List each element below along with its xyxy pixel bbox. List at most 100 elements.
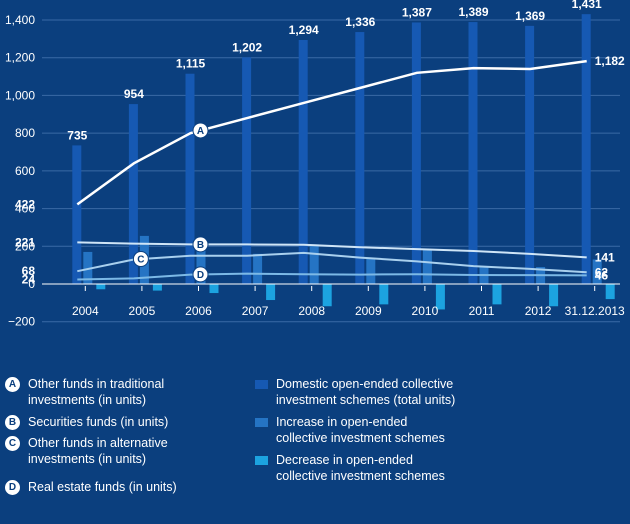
series-end-label: 1,182	[595, 54, 625, 68]
legend-item-a: A Other funds in traditional investments…	[5, 376, 164, 408]
bar-total-label: 954	[124, 87, 144, 101]
x-tick-label: 2004	[72, 304, 99, 318]
legend-label-c: Other funds in alternative investments (…	[28, 436, 168, 466]
bar-total-label: 1,202	[232, 40, 262, 54]
bar-total	[72, 145, 82, 284]
series-end-label: 62	[595, 265, 609, 279]
legend-label-b: Securities funds (in units)	[28, 415, 169, 429]
series-marker-circle	[192, 236, 209, 253]
legend-item-decrease: Decrease in open-ended collective invest…	[255, 452, 445, 484]
x-tick-label: 2010	[412, 304, 439, 318]
bar-total	[525, 25, 535, 285]
series-line	[76, 59, 587, 206]
bar-total	[355, 32, 365, 284]
bar-decrease	[209, 284, 219, 294]
bar-total-label: 1,389	[458, 5, 488, 19]
legend-item-b: B Securities funds (in units)	[5, 414, 168, 430]
legend-label-decrease: Decrease in open-ended collective invest…	[276, 453, 445, 483]
bar-decrease	[492, 284, 502, 305]
series-marker-letter: B	[197, 240, 204, 251]
legend-marker-c: C	[5, 436, 20, 451]
bar-increase	[422, 250, 432, 284]
legend-swatch-total	[255, 380, 268, 389]
bar-increase	[309, 244, 319, 284]
y-tick-label: 600	[15, 164, 35, 178]
bar-layer	[72, 14, 615, 310]
legend-marker-d: D	[5, 480, 20, 495]
bar-decrease	[549, 284, 559, 307]
series-marker-letter: A	[197, 126, 204, 137]
chart-plot: −200 0 200 400 600 800 1,000 1,200 1,400 2004 2005…	[5, 0, 625, 329]
bar-total-label: 1,294	[289, 23, 319, 37]
legend-swatch-increase	[255, 418, 268, 427]
y-tick-label: 1,000	[5, 88, 35, 102]
series-end-label: 46	[595, 268, 609, 282]
bar-increase	[83, 251, 93, 284]
legend-item-increase: Increase in open-ended collective invest…	[255, 414, 445, 446]
legend: A Other funds in traditional investments…	[0, 368, 630, 518]
legend-item-d: D Real estate funds (in units)	[5, 479, 177, 495]
x-tick-label: 2007	[242, 304, 269, 318]
series-marker-circle	[192, 122, 209, 139]
series-line	[77, 241, 587, 259]
series-line	[77, 272, 587, 281]
bar-total	[298, 39, 308, 284]
legend-item-total: Domestic open-ended collective investmen…	[255, 376, 455, 408]
legend-item-c: C Other funds in alternative investments…	[5, 435, 168, 467]
x-tick-label: 2008	[298, 304, 325, 318]
bar-decrease	[435, 284, 445, 310]
legend-label-total: Domestic open-ended collective investmen…	[276, 377, 456, 407]
bar-total-label: 1,387	[402, 5, 432, 19]
x-tick-label: 31.12.2013	[565, 304, 625, 318]
bar-total-label: 735	[67, 128, 87, 142]
x-tick-label: 2005	[129, 304, 156, 318]
series-marker-letter: C	[137, 255, 144, 266]
label-layer: 735 954 1,115 1,202 1,294 1,336 1,387 1,389 1,36…	[15, 0, 625, 286]
y-tick-label: 1,200	[5, 51, 35, 65]
bar-increase	[592, 259, 602, 284]
legend-label-increase: Increase in open-ended collective invest…	[276, 415, 445, 445]
bar-decrease	[266, 284, 276, 301]
series-start-label: 24	[22, 272, 36, 286]
bar-decrease	[605, 284, 615, 300]
x-tick-label: 2012	[525, 304, 552, 318]
bar-decrease	[322, 284, 332, 307]
series-marker-circle	[132, 251, 149, 268]
bar-decrease	[96, 284, 106, 290]
x-tick-label: 2006	[185, 304, 212, 318]
bar-total	[468, 22, 478, 285]
y-tick-label: 400	[15, 202, 35, 216]
axis-layer: −200 0 200 400 600 800 1,000 1,200 1,400 2004 2005…	[5, 13, 625, 329]
bar-total	[242, 57, 252, 284]
y-tick-label: 0	[28, 277, 35, 291]
legend-marker-b: B	[5, 415, 20, 430]
series-marker-circle	[192, 266, 209, 283]
bar-total	[185, 73, 195, 284]
legend-marker-a: A	[5, 377, 20, 392]
y-tick-label: −200	[8, 315, 35, 329]
x-tick-label: 2011	[469, 304, 495, 318]
legend-swatch-decrease	[255, 456, 268, 465]
bar-total	[128, 104, 138, 284]
y-tick-label: 800	[15, 126, 35, 140]
bar-increase	[196, 245, 206, 284]
bar-increase	[366, 258, 376, 284]
bar-increase	[253, 253, 263, 284]
series-end-label: 141	[595, 250, 615, 264]
bar-decrease	[152, 284, 162, 291]
legend-label-a: Other funds in traditional investments (…	[28, 377, 165, 407]
line-layer	[76, 59, 587, 281]
series-start-label: 422	[15, 197, 35, 211]
bar-total-label: 1,115	[176, 57, 206, 71]
bar-total	[581, 14, 591, 284]
bar-total-label: 1,431	[572, 0, 602, 11]
bar-total-label: 1,336	[345, 15, 375, 29]
bar-total-label: 1,369	[515, 9, 545, 23]
y-tick-label: 200	[15, 239, 35, 253]
bar-decrease	[379, 284, 389, 305]
y-tick-label: 1,400	[5, 13, 35, 27]
series-marker-letter: D	[197, 270, 204, 281]
legend-label-d: Real estate funds (in units)	[28, 480, 177, 494]
bar-total	[411, 22, 421, 285]
